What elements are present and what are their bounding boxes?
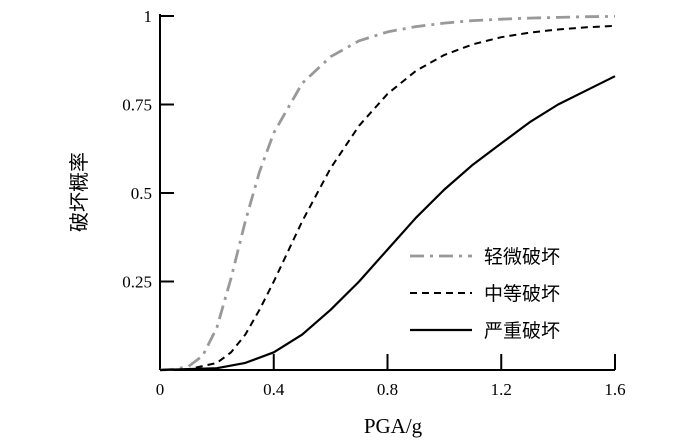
series-line-1 [159, 15, 616, 372]
x-tick-label: 1.2 [491, 380, 512, 399]
plot-area: 0 0.4 0.8 1.2 1.6 0.25 0.5 0.75 1 [122, 7, 625, 399]
x-axis-title: PGA/g [364, 414, 423, 438]
y-tick-label: 0.75 [122, 96, 152, 115]
y-tick-label: 1 [144, 7, 153, 26]
legend-label-3: 严重破坏 [484, 320, 560, 342]
y-tick-label: 0.5 [131, 184, 152, 203]
x-tick-label: 0.8 [377, 380, 398, 399]
legend-label-1: 轻微破坏 [484, 246, 560, 268]
y-axis-title: 破坏概率 [67, 152, 91, 232]
legend-label-2: 中等破坏 [484, 283, 560, 305]
x-tick-label: 0.4 [263, 380, 285, 399]
series-line-3 [159, 75, 616, 372]
x-tick-label: 1.6 [604, 380, 625, 399]
y-ticks: 0.25 0.5 0.75 1 [122, 7, 174, 292]
x-tick-label: 0 [156, 380, 165, 399]
series-line-2 [159, 24, 616, 371]
y-tick-label: 0.25 [122, 273, 152, 292]
x-ticks: 0 0.4 0.8 1.2 1.6 [156, 354, 626, 399]
series-layer [159, 15, 616, 372]
